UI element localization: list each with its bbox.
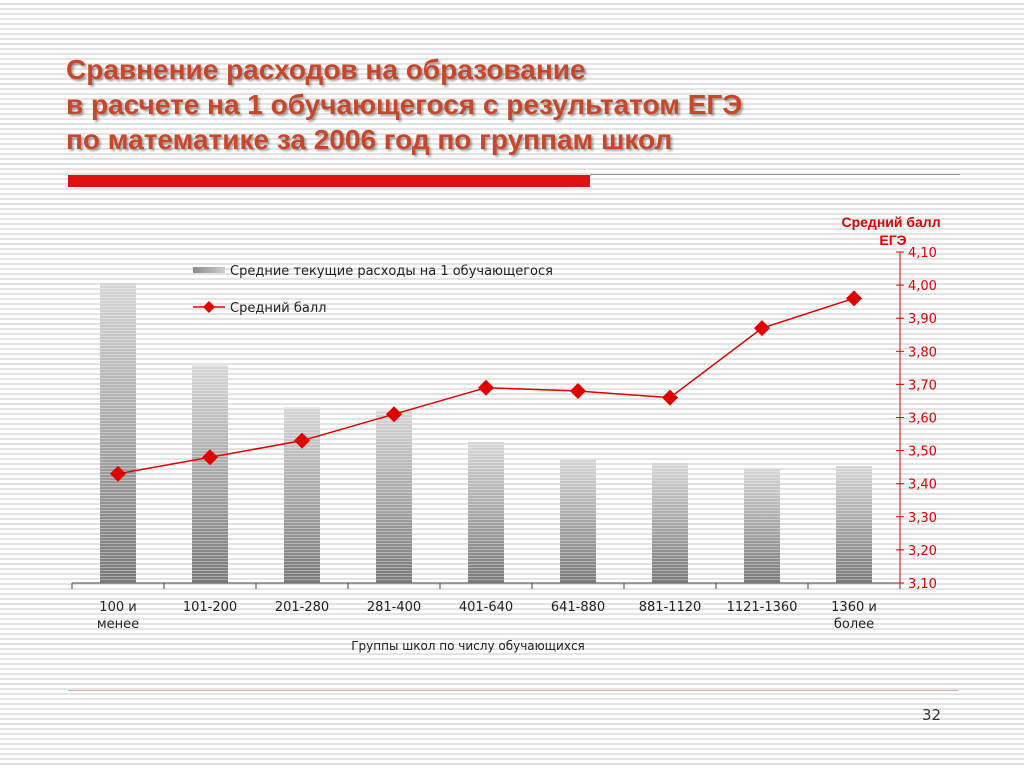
y2-tick-label-0: 3,10 [908, 577, 937, 592]
x-tick-label-2: 201-280 [275, 600, 329, 615]
title-line-3: по математике за 2006 год по группам шко… [66, 124, 673, 155]
score-marker-7 [754, 320, 770, 337]
bar-stripes-7 [744, 469, 780, 583]
page-number: 32 [922, 706, 942, 724]
y2-tick-label-7: 3,80 [908, 345, 937, 360]
score-marker-4 [478, 379, 494, 396]
x-axis-title: Группы школ по числу обучающихся [351, 639, 585, 653]
title-line-2: в расчете на 1 обучающегося с результато… [66, 89, 743, 120]
score-marker-2 [294, 432, 310, 449]
score-marker-0 [110, 465, 126, 482]
x-tick-label-7: 1121-1360 [727, 600, 798, 615]
bar-stripes-4 [468, 442, 504, 583]
y2-axis-title: Средний балл ЕГЭ [841, 214, 944, 248]
x-tick-label-6: 881-1120 [639, 600, 702, 615]
y2-tick-label-3: 3,40 [908, 478, 937, 493]
y2-tick-label-10: 4,10 [908, 246, 937, 261]
slide-title: Сравнение расходов на образование в расч… [66, 52, 742, 157]
x-tick-label-4: 401-640 [459, 600, 513, 615]
y2-tick-label-8: 3,90 [908, 312, 937, 327]
y2-tick-label-1: 3,20 [908, 544, 937, 559]
legend-diamond-icon [203, 301, 215, 313]
title-divider-line [590, 174, 960, 175]
x-tick-label-0: 100 и менее [97, 600, 139, 632]
legend-bar-swatch [193, 267, 225, 273]
legend-line-label: Средний балл [230, 301, 326, 316]
x-tick-label-3: 281-400 [367, 600, 421, 615]
score-marker-3 [386, 406, 402, 423]
title-line-1: Сравнение расходов на образование [66, 54, 586, 85]
bar-stripes-8 [836, 466, 872, 583]
x-tick-label-5: 641-880 [551, 600, 605, 615]
x-tick-label-8: 1360 и более [831, 600, 877, 632]
y2-tick-label-4: 3,50 [908, 445, 937, 460]
bar-stripes-5 [560, 460, 596, 583]
bar-stripes-0 [100, 283, 136, 583]
score-marker-8 [846, 290, 862, 307]
bar-stripes-6 [652, 463, 688, 583]
y2-tick-label-6: 3,70 [908, 378, 937, 393]
y2-tick-label-9: 4,00 [908, 279, 937, 294]
score-marker-1 [202, 449, 218, 466]
y2-tick-label-5: 3,60 [908, 412, 937, 427]
y2-tick-label-2: 3,30 [908, 511, 937, 526]
score-marker-5 [570, 383, 586, 400]
x-tick-label-1: 101-200 [183, 600, 237, 615]
score-marker-6 [662, 389, 678, 406]
legend-bar-label: Средние текущие расходы на 1 обучающегос… [230, 264, 553, 279]
title-accent-bar [68, 175, 590, 187]
bottom-divider-line [68, 690, 958, 691]
bar-stripes-3 [376, 410, 412, 583]
bar-stripes-1 [192, 365, 228, 583]
